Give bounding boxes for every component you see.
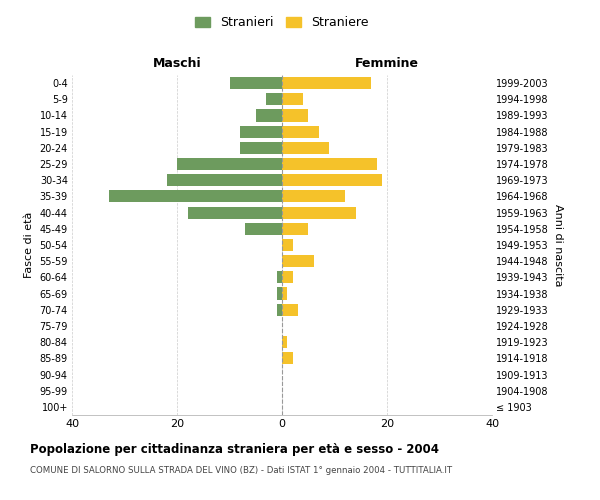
Text: COMUNE DI SALORNO SULLA STRADA DEL VINO (BZ) - Dati ISTAT 1° gennaio 2004 - TUTT: COMUNE DI SALORNO SULLA STRADA DEL VINO … — [30, 466, 452, 475]
Bar — [187, 206, 282, 218]
Bar — [282, 77, 371, 89]
Bar — [277, 288, 282, 300]
Bar — [282, 288, 287, 300]
Bar — [167, 174, 282, 186]
Bar — [282, 272, 293, 283]
Y-axis label: Anni di nascita: Anni di nascita — [553, 204, 563, 286]
Bar — [229, 77, 282, 89]
Text: Maschi: Maschi — [152, 57, 202, 70]
Bar — [256, 110, 282, 122]
Bar — [277, 272, 282, 283]
Bar — [282, 304, 298, 316]
Bar — [245, 222, 282, 235]
Bar — [240, 142, 282, 154]
Bar — [282, 352, 293, 364]
Bar — [282, 93, 303, 106]
Bar — [282, 255, 314, 268]
Bar — [282, 206, 355, 218]
Bar — [240, 126, 282, 138]
Bar — [282, 190, 345, 202]
Bar — [277, 304, 282, 316]
Bar — [282, 239, 293, 251]
Bar — [282, 158, 377, 170]
Bar — [177, 158, 282, 170]
Text: Popolazione per cittadinanza straniera per età e sesso - 2004: Popolazione per cittadinanza straniera p… — [30, 442, 439, 456]
Bar — [282, 174, 382, 186]
Bar — [282, 142, 329, 154]
Bar — [109, 190, 282, 202]
Bar — [282, 222, 308, 235]
Y-axis label: Fasce di età: Fasce di età — [24, 212, 34, 278]
Bar — [282, 126, 319, 138]
Bar — [282, 110, 308, 122]
Text: Femmine: Femmine — [355, 57, 419, 70]
Legend: Stranieri, Straniere: Stranieri, Straniere — [190, 11, 374, 34]
Bar — [282, 336, 287, 348]
Bar — [266, 93, 282, 106]
